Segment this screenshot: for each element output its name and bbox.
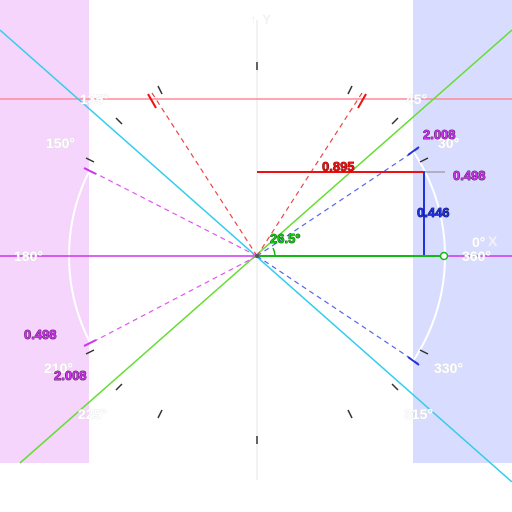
sec-left-value-label: 0.498 [24,327,57,342]
deg-label-315: 315° [404,406,433,422]
deg-label-210: 210° [44,360,73,376]
lime-diagonal [19,29,512,464]
blue-dashed-ray-up [256,147,420,257]
x-axis-label: X [488,233,498,249]
blue-dashed-ray-down [256,255,420,365]
deg-label-180: 180° [14,248,43,264]
circle-tick-marks [85,62,429,444]
left-shaded-band [0,0,89,463]
angle-value-label: 26.5° [270,231,301,246]
sec-value-label: 0.498 [453,168,486,183]
deg-label-225: 225° [78,406,107,422]
deg-label-360: 360° [462,248,491,264]
angle-arc [272,247,276,257]
cot-left-value-label: 2.008 [54,368,87,383]
blue-ray-end-down [407,356,420,366]
right-shaded-band [413,0,512,463]
deg-label-330: 330° [434,360,463,376]
tan-value-label: 2.008 [423,127,456,142]
origin-point [255,254,259,258]
deg-label-45: 45° [406,91,427,107]
magenta-dashed-ray-down [84,255,258,347]
magenta-ray-end-down [83,339,97,347]
deg-label-150: 150° [46,135,75,151]
deg-label-0: 0° [472,234,485,250]
sin-value-label: 0.446 [417,205,450,220]
deg-label-135: 135° [80,91,109,107]
y-axis-arrow: ↑ [250,11,257,27]
angle-point-handle[interactable] [439,251,449,261]
y-axis-label: Y [262,11,272,27]
deg-label-30: 30° [438,135,459,151]
red-ray-end-right [357,93,367,109]
red-ray-end-left [147,93,157,109]
magenta-ray-end-up [83,167,97,175]
red-dashed-ray [151,92,258,257]
cos-value-label: 0.895 [322,159,355,174]
blue-ray-end-up [407,146,420,156]
